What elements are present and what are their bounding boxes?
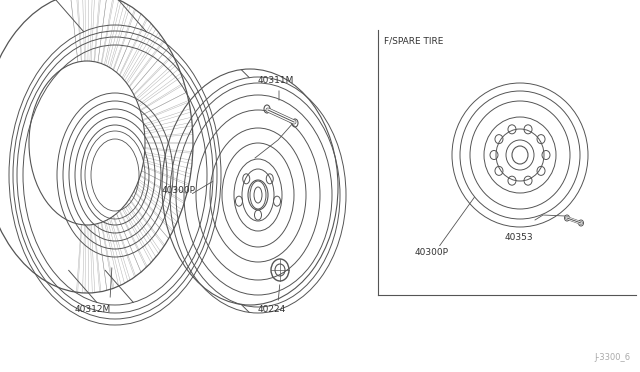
Text: 40353: 40353 [505,233,534,242]
Text: F/SPARE TIRE: F/SPARE TIRE [384,37,444,46]
Text: 40312M: 40312M [75,305,111,314]
Text: 40224: 40224 [258,305,286,314]
Text: 40300P: 40300P [162,186,196,195]
Text: 40300P: 40300P [415,248,449,257]
Text: J-3300_6: J-3300_6 [594,353,630,362]
Text: 40311M: 40311M [258,76,294,85]
